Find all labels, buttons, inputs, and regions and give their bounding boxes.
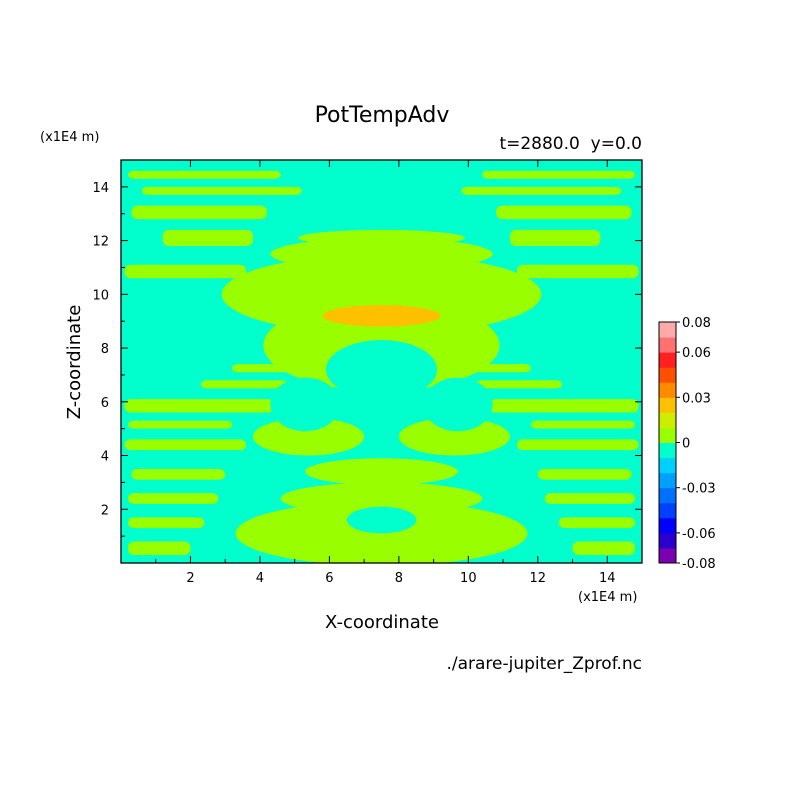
plot-axes: 2 4 6 8 10 12 14 2 4 6 8 10 12 14 (92, 159, 643, 586)
contour-band (489, 399, 639, 413)
contour-region (252, 417, 365, 456)
contour-band (127, 420, 233, 429)
contour-band (127, 517, 205, 529)
colorbar: 0.08 0.06 0.03 0 -0.03 -0.06 -0.08 (658, 316, 716, 572)
x-axis-unit: (x1E4 m) (578, 590, 637, 605)
colorbar-tick-label: -0.06 (682, 527, 716, 542)
plot-frame (120, 159, 643, 564)
colorbar-cell (659, 322, 676, 338)
colorbar-tick-label: -0.03 (682, 482, 716, 497)
colorbar-tick-label: -0.08 (682, 557, 716, 572)
colorbar-cell (659, 532, 676, 549)
chart-subtitle: t=2880.0 y=0.0 (499, 134, 642, 154)
y-tick-label: 14 (92, 181, 109, 196)
chart-title: PotTempAdv (315, 103, 450, 128)
x-axis-label: X-coordinate (325, 612, 439, 633)
contour-band (131, 468, 226, 480)
y-tick-label: 2 (101, 503, 109, 518)
source-file-label: ./arare-jupiter_Zprof.nc (446, 654, 642, 674)
x-tick-label: 14 (599, 571, 616, 586)
colorbar-tick-label: 0.06 (682, 346, 711, 361)
contour-band (124, 399, 274, 413)
y-tick-label: 12 (92, 235, 109, 250)
contour-band (461, 186, 622, 195)
colorbar-cell (659, 517, 676, 534)
contour-band (124, 264, 247, 279)
contour-band (200, 380, 288, 389)
colorbar-cell (659, 397, 676, 413)
y-axis-unit: (x1E4 m) (40, 130, 99, 145)
contour-region (305, 458, 458, 486)
contour-region (280, 482, 483, 515)
colorbar-cell (659, 382, 676, 398)
contour-region (398, 417, 511, 456)
contour-band (572, 541, 636, 555)
contour-region (270, 377, 340, 432)
contour-band (127, 170, 281, 179)
colorbar-cell (659, 337, 676, 353)
colorbar-cell (659, 367, 676, 383)
contour-region (325, 340, 438, 400)
contour-region (423, 377, 493, 432)
contour-band (127, 541, 191, 555)
colorbar-tick-label: 0 (682, 437, 690, 452)
contour-band (530, 420, 636, 429)
y-axis-label: Z-coordinate (64, 305, 85, 420)
contour-band (124, 439, 247, 451)
colorbar-cell (659, 487, 676, 504)
colorbar-cell (659, 502, 676, 519)
colorbar-cell (659, 442, 676, 459)
contour-band (496, 205, 632, 220)
contour-band (544, 493, 636, 504)
contour-field (121, 160, 642, 563)
contour-band (537, 468, 632, 480)
colorbar-cell (659, 472, 676, 489)
contour-band (141, 186, 302, 195)
contour-band (482, 170, 636, 179)
x-tick-label: 12 (530, 571, 547, 586)
contour-band (558, 517, 636, 529)
colorbar-cell (659, 427, 676, 443)
y-tick-label: 4 (101, 450, 109, 465)
colorbar-cell (659, 547, 676, 564)
x-tick-label: 6 (325, 571, 333, 586)
contour-region (346, 506, 417, 534)
colorbar-cell (659, 352, 676, 368)
colorbar-cell (659, 457, 676, 474)
y-tick-label: 6 (101, 396, 109, 411)
x-tick-label: 4 (256, 571, 264, 586)
contour-region (322, 305, 441, 327)
x-tick-label: 2 (186, 571, 194, 586)
contour-band (162, 229, 253, 246)
contour-band (510, 229, 601, 246)
colorbar-tick-label: 0.03 (682, 391, 711, 406)
x-tick-label: 8 (395, 571, 403, 586)
colorbar-cell (659, 412, 676, 428)
contour-band (475, 380, 563, 389)
contour-region (298, 229, 465, 246)
x-tick-label: 10 (460, 571, 477, 586)
contour-band (127, 493, 219, 504)
y-tick-label: 10 (92, 288, 109, 303)
contour-band (131, 205, 267, 220)
contour-region (270, 237, 493, 271)
contour-band (516, 439, 639, 451)
contour-band (516, 264, 639, 279)
colorbar-tick-label: 0.08 (682, 316, 711, 331)
y-tick-label: 8 (101, 342, 109, 357)
